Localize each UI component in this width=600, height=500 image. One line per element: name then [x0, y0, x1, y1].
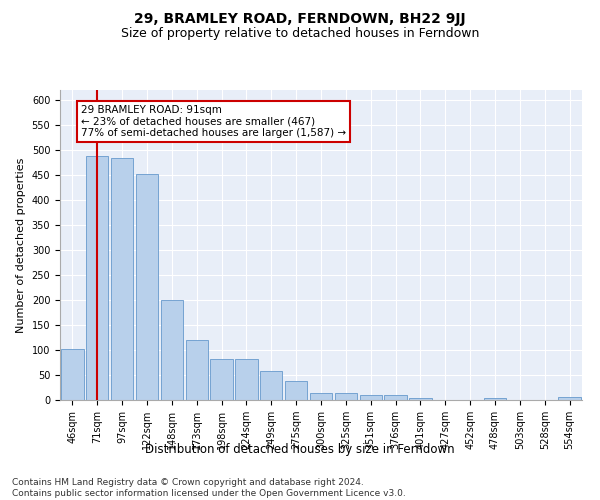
Bar: [310, 392, 332, 400]
Bar: [484, 398, 506, 400]
Bar: [86, 156, 109, 400]
Text: 29, BRAMLEY ROAD, FERNDOWN, BH22 9JJ: 29, BRAMLEY ROAD, FERNDOWN, BH22 9JJ: [134, 12, 466, 26]
Bar: [559, 396, 581, 400]
Text: 29 BRAMLEY ROAD: 91sqm
← 23% of detached houses are smaller (467)
77% of semi-de: 29 BRAMLEY ROAD: 91sqm ← 23% of detached…: [81, 105, 346, 138]
Text: Contains HM Land Registry data © Crown copyright and database right 2024.
Contai: Contains HM Land Registry data © Crown c…: [12, 478, 406, 498]
Bar: [235, 359, 257, 400]
Bar: [409, 398, 431, 400]
Bar: [285, 381, 307, 400]
Bar: [136, 174, 158, 400]
Bar: [260, 371, 283, 400]
Text: Size of property relative to detached houses in Ferndown: Size of property relative to detached ho…: [121, 28, 479, 40]
Bar: [111, 158, 133, 400]
Bar: [185, 340, 208, 400]
Bar: [61, 348, 83, 400]
Bar: [359, 395, 382, 400]
Bar: [385, 395, 407, 400]
Bar: [161, 300, 183, 400]
Text: Distribution of detached houses by size in Ferndown: Distribution of detached houses by size …: [145, 442, 455, 456]
Bar: [335, 392, 357, 400]
Y-axis label: Number of detached properties: Number of detached properties: [16, 158, 26, 332]
Bar: [211, 359, 233, 400]
